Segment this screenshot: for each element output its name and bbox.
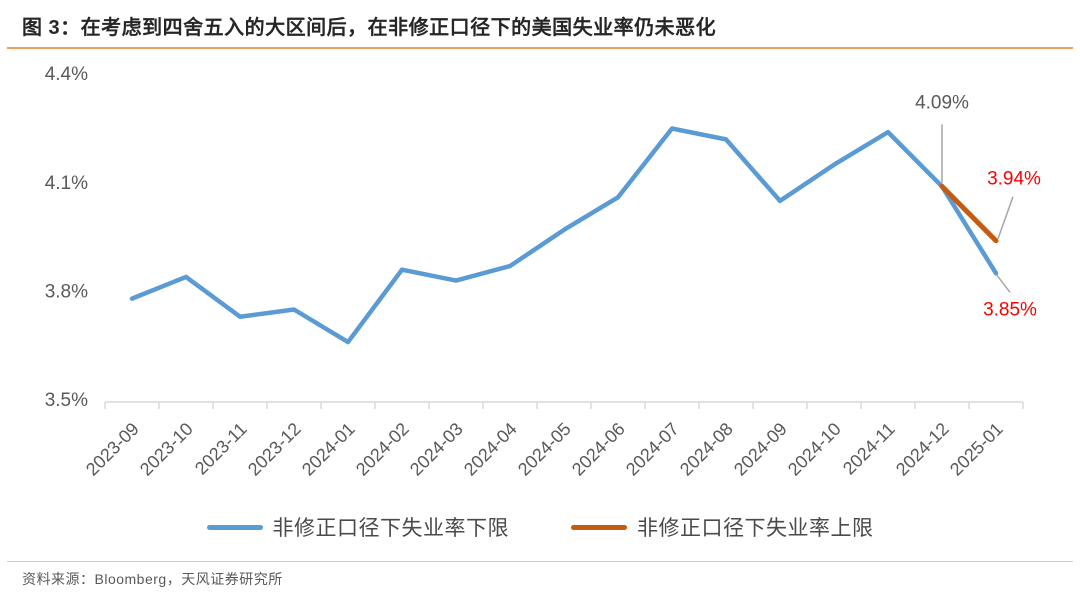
annotation-label: 4.09% bbox=[915, 92, 969, 113]
x-tick-label: 2024-07 bbox=[622, 419, 683, 480]
legend-label-upper-bound: 非修正口径下失业率上限 bbox=[637, 517, 874, 540]
x-tick-label: 2024-12 bbox=[892, 419, 953, 480]
x-tick-label: 2023-11 bbox=[191, 419, 251, 479]
x-tick-label: 2024-01 bbox=[298, 419, 359, 480]
x-tick-label: 2024-11 bbox=[839, 419, 899, 479]
legend-label-lower-bound: 非修正口径下失业率下限 bbox=[272, 517, 509, 540]
x-tick-label: 2024-10 bbox=[784, 419, 845, 480]
source-divider bbox=[7, 561, 1073, 562]
source-bar: 资料来源：Bloomberg，天风证券研究所 bbox=[0, 561, 1080, 589]
legend-swatch-lower-bound bbox=[206, 524, 263, 530]
source-text: 资料来源：Bloomberg，天风证券研究所 bbox=[22, 571, 283, 587]
x-tick-label: 2023-09 bbox=[82, 419, 143, 480]
x-tick-label: 2024-05 bbox=[514, 419, 575, 480]
annotation-leader bbox=[997, 196, 1014, 239]
x-tick-label: 2023-10 bbox=[136, 419, 197, 480]
y-tick-label: 4.1% bbox=[45, 173, 88, 194]
annotation-label: 3.94% bbox=[987, 169, 1041, 190]
x-tick-label: 2025-01 bbox=[946, 419, 1007, 480]
x-tick-label: 2024-04 bbox=[460, 419, 521, 480]
x-tick-label: 2024-03 bbox=[406, 419, 467, 480]
legend-item-lower-bound: 非修正口径下失业率下限 bbox=[206, 512, 510, 542]
legend-swatch-upper-bound bbox=[571, 524, 627, 530]
x-tick-label: 2024-09 bbox=[730, 419, 791, 480]
annotation-leader bbox=[996, 274, 1011, 293]
y-tick-label: 4.4% bbox=[45, 64, 88, 85]
x-tick-label: 2024-06 bbox=[568, 419, 629, 480]
annotation-label: 3.85% bbox=[983, 299, 1037, 320]
y-tick-label: 3.8% bbox=[45, 281, 88, 302]
series-line-0 bbox=[129, 126, 999, 345]
x-tick-label: 2024-08 bbox=[676, 419, 737, 480]
series-line-1 bbox=[939, 183, 999, 244]
legend-item-upper-bound: 非修正口径下失业率上限 bbox=[571, 512, 874, 542]
chart-legend: 非修正口径下失业率下限 非修正口径下失业率上限 bbox=[0, 512, 1080, 542]
y-tick-label: 3.5% bbox=[45, 390, 88, 411]
figure-title-bar: 图 3：在考虑到四舍五入的大区间后，在非修正口径下的美国失业率仍未恶化 bbox=[7, 0, 1073, 49]
figure-title: 图 3：在考虑到四舍五入的大区间后，在非修正口径下的美国失业率仍未恶化 bbox=[22, 17, 717, 39]
x-tick-label: 2024-02 bbox=[352, 419, 413, 480]
x-tick-label: 2023-12 bbox=[244, 419, 305, 480]
